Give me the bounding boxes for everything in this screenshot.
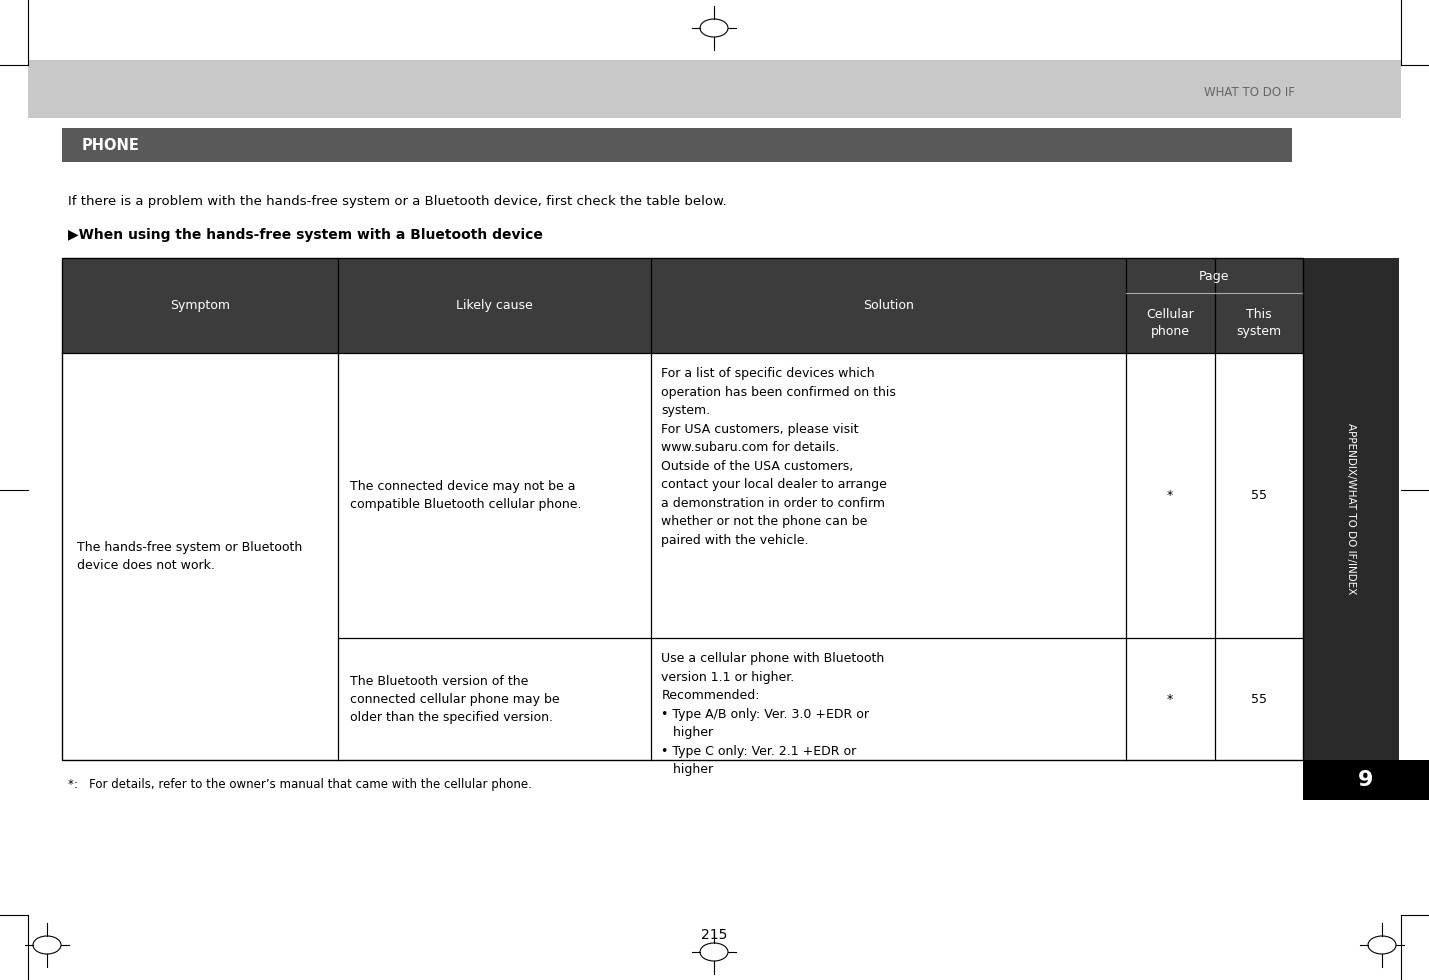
Text: 9: 9	[1359, 770, 1373, 790]
Bar	[61, 258, 1303, 760]
Text: The connected device may not be a
compatible Bluetooth cellular phone.: The connected device may not be a compat…	[350, 480, 582, 511]
Text: For a list of specific devices which
operation has been confirmed on this
system: For a list of specific devices which ope…	[662, 367, 896, 547]
Text: Symptom: Symptom	[170, 299, 230, 312]
Text: Cellular
phone: Cellular phone	[1146, 308, 1195, 338]
Bar	[1303, 760, 1429, 800]
Text: The hands-free system or Bluetooth
device does not work.: The hands-free system or Bluetooth devic…	[77, 541, 303, 572]
Text: 55: 55	[1250, 693, 1268, 706]
Text: APPENDIX/WHAT TO DO IF/INDEX: APPENDIX/WHAT TO DO IF/INDEX	[1346, 423, 1356, 595]
Text: If there is a problem with the hands-free system or a Bluetooth device, first ch: If there is a problem with the hands-fre…	[69, 195, 727, 208]
Text: 55: 55	[1250, 489, 1268, 502]
Text: Likely cause: Likely cause	[456, 299, 533, 312]
Bar	[1303, 258, 1399, 760]
Text: *: *	[1167, 489, 1173, 502]
Text: ▶When using the hands-free system with a Bluetooth device: ▶When using the hands-free system with a…	[69, 228, 543, 242]
Text: This
system: This system	[1236, 308, 1282, 338]
Bar	[29, 60, 1400, 118]
Text: *: *	[1167, 693, 1173, 706]
Text: *:   For details, refer to the owner’s manual that came with the cellular phone.: *: For details, refer to the owner’s man…	[69, 778, 532, 791]
Text: Solution: Solution	[863, 299, 915, 312]
Text: WHAT TO DO IF: WHAT TO DO IF	[1205, 85, 1295, 99]
Bar	[61, 128, 1292, 162]
Text: PHONE: PHONE	[81, 137, 140, 153]
Bar	[61, 258, 1303, 353]
Text: Use a cellular phone with Bluetooth
version 1.1 or higher.
Recommended:
• Type A: Use a cellular phone with Bluetooth vers…	[662, 652, 885, 776]
Text: 215: 215	[700, 928, 727, 942]
Text: The Bluetooth version of the
connected cellular phone may be
older than the spec: The Bluetooth version of the connected c…	[350, 674, 559, 723]
Text: Page: Page	[1199, 270, 1229, 282]
